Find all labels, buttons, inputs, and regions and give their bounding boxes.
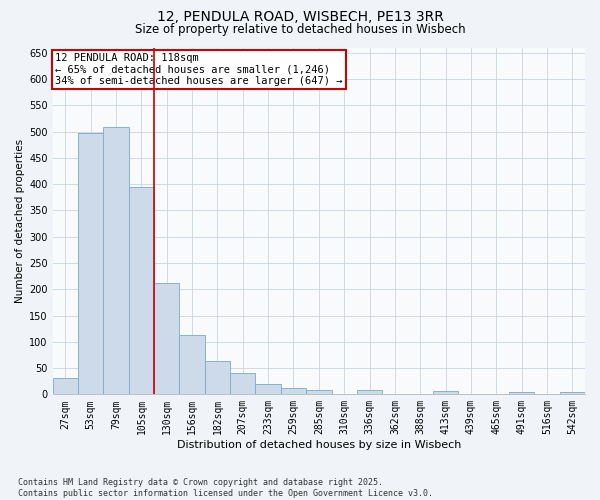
Bar	[357, 390, 382, 394]
Bar	[509, 392, 535, 394]
Bar	[256, 384, 281, 394]
Bar	[281, 388, 306, 394]
Bar	[129, 187, 154, 394]
Bar	[306, 390, 332, 394]
Bar	[205, 361, 230, 394]
X-axis label: Distribution of detached houses by size in Wisbech: Distribution of detached houses by size …	[176, 440, 461, 450]
Bar	[53, 378, 78, 394]
Y-axis label: Number of detached properties: Number of detached properties	[15, 139, 25, 303]
Bar	[560, 392, 585, 394]
Bar	[103, 128, 129, 394]
Bar	[433, 391, 458, 394]
Bar	[230, 374, 256, 394]
Text: 12 PENDULA ROAD: 118sqm
← 65% of detached houses are smaller (1,246)
34% of semi: 12 PENDULA ROAD: 118sqm ← 65% of detache…	[55, 52, 343, 86]
Bar	[78, 133, 103, 394]
Bar	[179, 335, 205, 394]
Bar	[154, 283, 179, 395]
Text: Size of property relative to detached houses in Wisbech: Size of property relative to detached ho…	[134, 22, 466, 36]
Text: Contains HM Land Registry data © Crown copyright and database right 2025.
Contai: Contains HM Land Registry data © Crown c…	[18, 478, 433, 498]
Text: 12, PENDULA ROAD, WISBECH, PE13 3RR: 12, PENDULA ROAD, WISBECH, PE13 3RR	[157, 10, 443, 24]
